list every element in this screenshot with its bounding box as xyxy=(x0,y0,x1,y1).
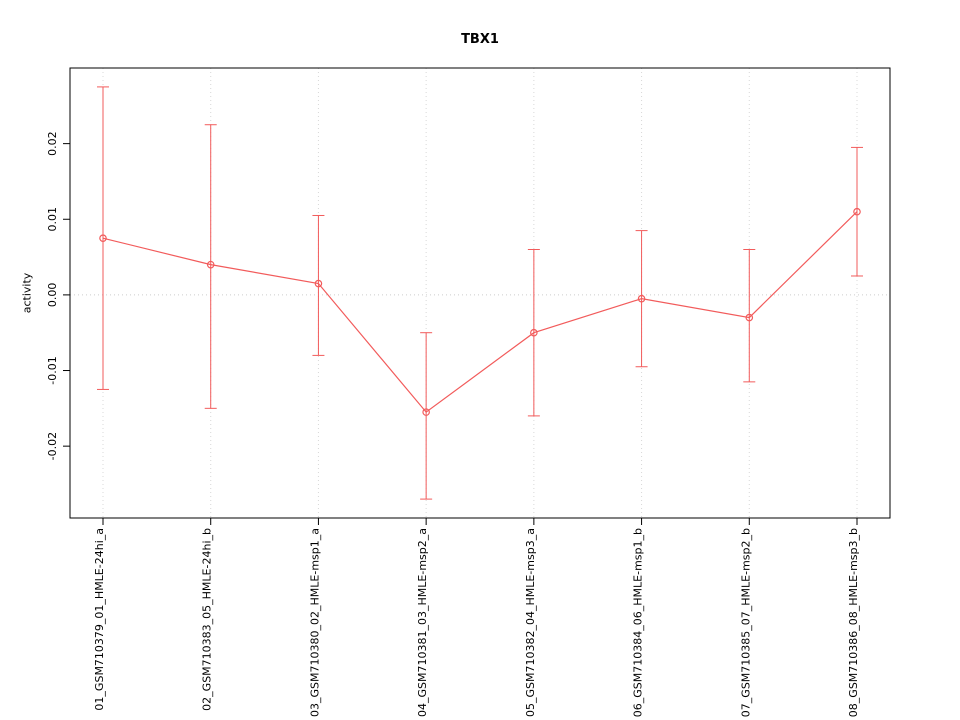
y-tick-label: -0.01 xyxy=(46,356,59,384)
plot-border xyxy=(69,67,891,519)
x-tick-label: 07_GSM710385_07_HMLE-msp2_b xyxy=(739,528,752,717)
x-tick-label: 04_GSM710381_03_HMLE-msp2_a xyxy=(416,528,429,717)
data-point xyxy=(314,279,323,288)
data-point xyxy=(99,234,107,242)
y-tick-label: 0.01 xyxy=(46,207,59,232)
y-tick-label: 0.00 xyxy=(46,283,59,308)
x-tick-label: 02_GSM710383_05_HMLE-24hi_b xyxy=(201,528,214,711)
y-tick-label: 0.02 xyxy=(46,131,59,156)
data-point xyxy=(745,313,754,322)
data-point xyxy=(637,294,646,303)
data-line xyxy=(102,211,858,413)
y-tick-label: -0.02 xyxy=(46,432,59,460)
x-tick-label: 05_GSM710382_04_HMLE-msp3_a xyxy=(524,528,537,717)
chart-title: TBX1 xyxy=(461,32,499,47)
data-point xyxy=(422,408,430,416)
x-tick-label: 06_GSM710384_06_HMLE-msp1_b xyxy=(632,528,645,717)
data-point xyxy=(530,328,538,337)
x-tick-label: 03_GSM710380_02_HMLE-msp1_a xyxy=(308,528,321,717)
x-tick-label: 08_GSM710386_08_HMLE-msp3_b xyxy=(847,528,860,717)
data-point xyxy=(853,207,861,216)
data-point xyxy=(206,260,215,269)
x-tick-label: 01_GSM710379_01_HMLE-24hi_a xyxy=(93,528,106,711)
